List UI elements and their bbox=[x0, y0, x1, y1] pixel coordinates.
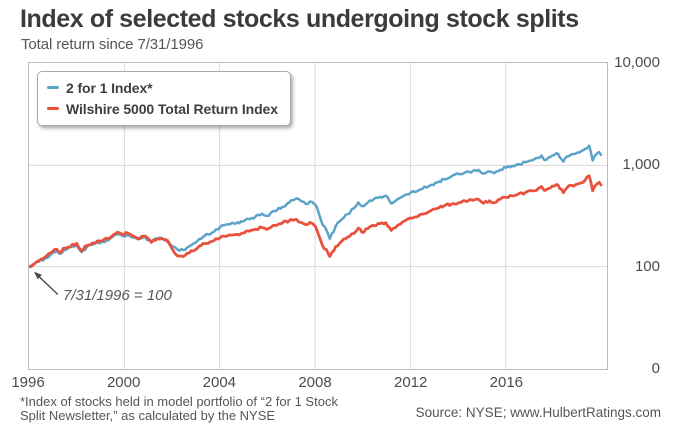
source-credit: Source: NYSE; www.HulbertRatings.com bbox=[415, 405, 661, 420]
x-tick-label: 2000 bbox=[106, 374, 141, 391]
chart-subtitle: Total return since 7/31/1996 bbox=[21, 36, 204, 53]
legend-label: Wilshire 5000 Total Return Index bbox=[66, 100, 278, 117]
series-line bbox=[29, 144, 603, 269]
x-tick-label: 1996 bbox=[11, 374, 45, 391]
x-tick-label: 2012 bbox=[393, 374, 428, 391]
plot-area: 2 for 1 Index* Wilshire 5000 Total Return… bbox=[28, 62, 608, 370]
y-tick-label: 10,000 bbox=[614, 54, 660, 71]
series-line bbox=[29, 174, 603, 269]
legend-dash-icon bbox=[47, 85, 59, 90]
x-tick-label: 2008 bbox=[298, 374, 332, 391]
legend-dash-icon bbox=[47, 106, 59, 111]
chart-legend: 2 for 1 Index* Wilshire 5000 Total Return… bbox=[37, 71, 291, 126]
legend-label: 2 for 1 Index* bbox=[66, 79, 153, 96]
x-tick-label: 2016 bbox=[489, 374, 524, 391]
footnote: *Index of stocks held in model portfolio… bbox=[20, 395, 400, 422]
y-tick-label: 1,000 bbox=[622, 156, 660, 173]
y-tick-label: 100 bbox=[634, 258, 660, 275]
x-tick-label: 2004 bbox=[202, 374, 237, 391]
y-tick-label: 0 bbox=[651, 360, 660, 377]
annotation-arrow-icon bbox=[33, 271, 59, 295]
footnote-line-2: Split Newsletter,” as calculated by the … bbox=[20, 407, 276, 423]
legend-item: 2 for 1 Index* bbox=[47, 77, 278, 98]
chart-title: Index of selected stocks undergoing stoc… bbox=[20, 5, 579, 33]
start-value-annotation: 7/31/1996 = 100 bbox=[63, 287, 172, 304]
legend-item: Wilshire 5000 Total Return Index bbox=[47, 98, 278, 119]
chart-canvas bbox=[29, 63, 607, 369]
footnote-line-1: *Index of stocks held in model portfolio… bbox=[20, 394, 338, 409]
